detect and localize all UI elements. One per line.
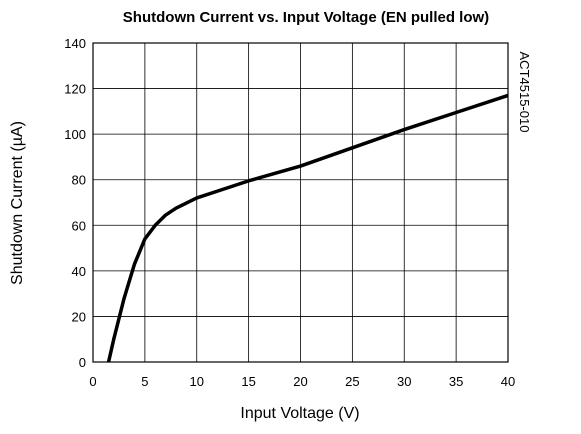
y-tick-label: 80 <box>72 173 86 188</box>
x-tick-label: 30 <box>397 374 411 389</box>
plot-frame <box>92 42 509 363</box>
x-tick-label: 20 <box>293 374 307 389</box>
chart-title: Shutdown Current vs. Input Voltage (EN p… <box>123 9 489 26</box>
y-tick-label: 140 <box>64 36 86 51</box>
x-tick-label: 25 <box>345 374 359 389</box>
x-tick-label: 5 <box>141 374 148 389</box>
x-tick-label: 10 <box>190 374 204 389</box>
y-tick-label: 120 <box>64 82 86 97</box>
data-line <box>106 93 509 363</box>
annotation: ACT4515-010 <box>517 52 532 133</box>
x-axis-label: Input Voltage (V) <box>240 405 359 422</box>
x-tick-label: 40 <box>501 374 515 389</box>
x-tick-label: 0 <box>89 374 96 389</box>
x-tick-label: 35 <box>449 374 463 389</box>
y-tick-label: 0 <box>79 355 86 370</box>
x-tick-label: 15 <box>241 374 255 389</box>
y-axis-label: Shutdown Current (µA) <box>9 121 26 285</box>
y-tick-label: 60 <box>72 218 86 233</box>
y-tick-label: 40 <box>72 264 86 279</box>
y-tick-label: 20 <box>72 309 86 324</box>
y-tick-label: 100 <box>64 127 86 142</box>
